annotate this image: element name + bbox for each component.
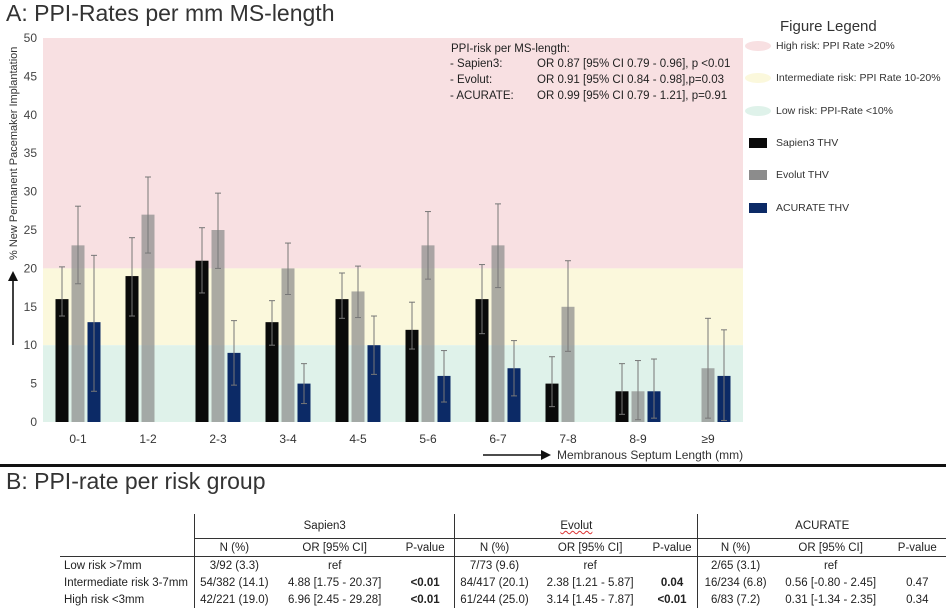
y-tick-label: 0 bbox=[30, 415, 37, 429]
col-p: P-value bbox=[395, 538, 455, 557]
error-bars bbox=[59, 176, 727, 421]
legend-swatch bbox=[749, 138, 767, 148]
y-axis-ticks: 0 5 10 15 20 25 30 35 40 45 50 bbox=[24, 31, 38, 429]
y-tick-label: 50 bbox=[24, 31, 38, 45]
table-group-header: Sapien3 Evolut ACURATE bbox=[60, 514, 946, 539]
group-acurate: ACURATE bbox=[697, 514, 946, 539]
bar-evolut bbox=[491, 245, 505, 422]
y-tick-label: 45 bbox=[24, 69, 38, 83]
annotation-value: OR 0.99 [95% CI 0.79 - 1.21], p=0.91 bbox=[537, 90, 727, 102]
y-tick-label: 30 bbox=[24, 185, 38, 199]
bar-evolut bbox=[71, 245, 85, 422]
legend-swatch bbox=[745, 106, 771, 116]
y-tick-label: 15 bbox=[24, 300, 38, 314]
risk-band bbox=[43, 38, 743, 269]
axis-titles: % New Permanent Pacemaker Implantation Me… bbox=[8, 47, 743, 462]
y-axis-title: % New Permanent Pacemaker Implantation bbox=[8, 47, 20, 260]
bar-sapien3 bbox=[335, 299, 349, 422]
x-tick-label: ≥9 bbox=[701, 432, 715, 446]
col-n: N (%) bbox=[454, 538, 534, 557]
panel-b-title: B: PPI-rate per risk group bbox=[6, 468, 266, 494]
y-tick-label: 10 bbox=[24, 338, 38, 352]
table-row: High risk <3mm 42/221 (19.0) 6.96 [2.45 … bbox=[60, 591, 946, 608]
bar-sapien3 bbox=[195, 260, 209, 422]
x-axis-title: Membranous Septum Length (mm) bbox=[557, 448, 743, 462]
col-or: OR [95% CI] bbox=[772, 538, 889, 557]
figure-legend: Figure Legend High risk: PPI Rate >20% Int… bbox=[745, 18, 941, 214]
col-n: N (%) bbox=[697, 538, 773, 557]
legend-label: Evolut THV bbox=[776, 169, 829, 181]
group-sapien3: Sapien3 bbox=[194, 514, 455, 539]
bar-acurate bbox=[227, 352, 241, 422]
bar-sapien3 bbox=[265, 322, 279, 422]
y-tick-label: 5 bbox=[30, 377, 37, 391]
bar-evolut bbox=[351, 291, 365, 422]
annotation-label: - Evolut: bbox=[450, 74, 492, 86]
risk-band bbox=[43, 268, 743, 346]
annotation-header: PPI-risk per MS-length: bbox=[451, 43, 570, 55]
legend-label: ACURATE THV bbox=[776, 202, 849, 214]
annotation-value: OR 0.87 [95% CI 0.79 - 0.96], p <0.01 bbox=[537, 58, 730, 70]
y-tick-label: 25 bbox=[24, 223, 38, 237]
y-tick-label: 20 bbox=[24, 261, 38, 275]
bar-sapien3 bbox=[475, 299, 489, 422]
legend-label: Intermediate risk: PPI Rate 10-20% bbox=[776, 72, 941, 84]
x-tick-label: 0-1 bbox=[69, 432, 87, 446]
y-axis-arrowhead bbox=[8, 271, 18, 281]
panel-divider bbox=[0, 464, 946, 467]
ppi-rate-chart: 0 5 10 15 20 25 30 35 40 45 50 0-1 1-2 2-3 3-4 4-5 5-6 6… bbox=[8, 18, 941, 462]
y-tick-label: 40 bbox=[24, 108, 38, 122]
x-tick-label: 2-3 bbox=[209, 432, 227, 446]
x-tick-label: 8-9 bbox=[629, 432, 647, 446]
col-or: OR [95% CI] bbox=[273, 538, 396, 557]
panel-a-title: A: PPI-Rates per mm MS-length bbox=[6, 0, 335, 26]
legend-swatch bbox=[749, 203, 767, 213]
x-tick-label: 4-5 bbox=[349, 432, 367, 446]
y-tick-label: 35 bbox=[24, 146, 38, 160]
legend-swatch bbox=[745, 41, 771, 51]
legend-title: Figure Legend bbox=[780, 18, 877, 35]
legend-label: Low risk: PPI-Rate <10% bbox=[776, 105, 893, 117]
col-p: P-value bbox=[888, 538, 946, 557]
annotation-label: - Sapien3: bbox=[450, 58, 502, 70]
legend-label: High risk: PPI Rate >20% bbox=[776, 40, 895, 52]
x-tick-label: 3-4 bbox=[279, 432, 297, 446]
legend-label: Sapien3 THV bbox=[776, 137, 838, 149]
x-tick-label: 1-2 bbox=[139, 432, 157, 446]
risk-group-table: Sapien3 Evolut ACURATE N (%) OR [95% CI]… bbox=[60, 514, 946, 608]
bar-evolut bbox=[421, 245, 435, 422]
annotation-label: - ACURATE: bbox=[450, 90, 514, 102]
legend-swatch bbox=[745, 73, 771, 83]
table-row: Low risk >7mm 3/92 (3.3) ref 7/73 (9.6) … bbox=[60, 556, 946, 574]
x-tick-label: 5-6 bbox=[419, 432, 437, 446]
legend-swatch bbox=[749, 170, 767, 180]
risk-bands bbox=[43, 38, 743, 422]
table-row: Intermediate risk 3-7mm 54/382 (14.1) 4.… bbox=[60, 574, 946, 591]
bar-sapien3 bbox=[125, 276, 139, 422]
group-evolut: Evolut bbox=[454, 514, 698, 539]
x-tick-label: 7-8 bbox=[559, 432, 577, 446]
col-p: P-value bbox=[646, 538, 698, 557]
bar-sapien3 bbox=[405, 329, 419, 422]
bar-evolut bbox=[141, 214, 155, 422]
x-axis-arrowhead bbox=[541, 450, 551, 460]
bar-sapien3 bbox=[55, 299, 69, 422]
x-tick-labels: 0-1 1-2 2-3 3-4 4-5 5-6 6-7 7-8 8-9 ≥9 bbox=[69, 432, 715, 446]
bar-evolut bbox=[211, 230, 225, 422]
bar-acurate bbox=[367, 345, 381, 422]
bar-evolut bbox=[281, 268, 295, 422]
col-n: N (%) bbox=[194, 538, 274, 557]
x-tick-label: 6-7 bbox=[489, 432, 507, 446]
col-or: OR [95% CI] bbox=[533, 538, 647, 557]
table-column-header: N (%) OR [95% CI] P-value N (%) OR [95% … bbox=[60, 538, 946, 557]
bar-evolut bbox=[561, 306, 575, 422]
annotation-value: OR 0.91 [95% CI 0.84 - 0.98],p=0.03 bbox=[537, 74, 724, 86]
or-annotation: PPI-risk per MS-length: - Sapien3: OR 0.87… bbox=[450, 43, 730, 102]
bar-series bbox=[55, 214, 731, 422]
